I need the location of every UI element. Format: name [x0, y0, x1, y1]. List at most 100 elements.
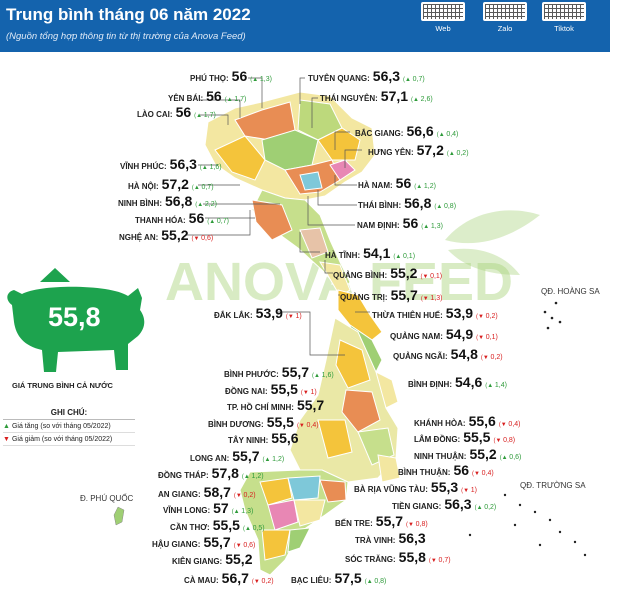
province-label: TP. HỒ CHÍ MINH: 55,7: [227, 397, 324, 413]
province-label: CÀ MAU: 56,7 (▼ 0,2): [184, 570, 274, 586]
province-change: (▲ 0,7): [191, 184, 214, 191]
legend-title: GHI CHÚ:: [3, 406, 135, 420]
province-change: (▼ 0,1): [420, 273, 443, 280]
triangle-up-icon: (▲: [421, 224, 431, 230]
province-label: QUẢNG BÌNH: 55,2 (▼ 0,1): [333, 265, 442, 281]
province-change: (▲ 1,2): [241, 473, 264, 480]
map-south: [239, 469, 349, 576]
province-label: NGHỆ AN: 55,2 (▼ 0,6): [119, 227, 213, 243]
province-name: LONG AN:: [190, 454, 230, 463]
triangle-down-icon: ▼: [3, 436, 10, 443]
province-price: 55,2: [390, 265, 418, 281]
province-price: 56,3: [444, 496, 472, 512]
province-label: THANH HÓA: 56 (▲ 0,7): [135, 210, 229, 226]
province-change: (▼ 0,8): [493, 437, 516, 444]
province-change: (▲ 0,4): [436, 131, 459, 138]
province-label: TUYÊN QUANG: 56,3 (▲ 0,7): [308, 68, 425, 84]
province-change: (▲ 1,4): [485, 382, 507, 389]
province-price: 55,7: [281, 364, 310, 380]
province-change: (▼ 0,6): [233, 542, 256, 549]
province-name: BẮC GIANG:: [355, 129, 404, 138]
province-label: HƯNG YÊN: 57,2 (▲ 0,2): [368, 142, 469, 158]
province-change: (▼ 0,2): [233, 492, 256, 499]
province-change: (▲ 0,7): [403, 76, 425, 83]
province-label: THÁI BÌNH: 56,8 (▲ 0,8): [358, 195, 456, 211]
province-name: ĐẮK LẮK:: [214, 311, 253, 320]
province-price: 53,9: [255, 305, 283, 321]
province-name: HÀ NỘI:: [128, 182, 159, 191]
province-name: ĐỒNG THÁP:: [158, 471, 209, 480]
province-label: BẠC LIÊU: 57,5 (▲ 0,8): [291, 570, 386, 586]
province-change: (▼ 0,7): [428, 557, 451, 564]
province-change: (▲ 1,6): [312, 372, 334, 379]
province-label: QUẢNG NGÃI: 54,8 (▼ 0,2): [393, 346, 503, 362]
province-change: (▲ 0,8): [364, 578, 387, 585]
province-price: 55,6: [468, 413, 496, 429]
province-change: (▼ 0,2): [480, 354, 503, 361]
province-label: BẮC GIANG: 56,6 (▲ 0,4): [355, 123, 458, 139]
province-change: (▼ 0,4): [296, 422, 319, 429]
province-price: 56,3: [398, 530, 426, 546]
triangle-up-icon: (▲: [262, 457, 273, 463]
province-name: TP. HỒ CHÍ MINH:: [227, 403, 294, 412]
province-price: 55,2: [469, 446, 497, 462]
qr-label-web: Web: [435, 24, 451, 33]
province-name: QUẢNG NAM:: [390, 332, 443, 341]
province-change: (▲ 2,2): [195, 201, 217, 208]
province-price: 57,8: [211, 465, 239, 481]
province-change: (▲ 1,7): [194, 112, 216, 119]
province-name: THỪA THIÊN HUẾ:: [372, 311, 443, 320]
triangle-down-icon: (▼: [493, 438, 504, 444]
province-label: HÀ NỘI: 57,2 (▲ 0,7): [128, 176, 214, 192]
province-price: 55,8: [398, 549, 426, 565]
province-change: (▲ 0,2): [446, 150, 469, 157]
province-label: LÀO CAI: 56 (▲ 1,7): [137, 104, 216, 120]
triangle-down-icon: (▼: [472, 471, 482, 477]
province-change: (▼ 0,4): [472, 470, 494, 477]
province-name: PHÚ THỌ:: [190, 74, 229, 83]
legend-down-label: Giá giảm: [11, 436, 40, 443]
province-change: (▲ 1,3): [421, 223, 443, 230]
triangle-down-icon: (▼: [420, 296, 431, 302]
province-label: THỪA THIÊN HUẾ: 53,9 (▼ 0,2): [372, 305, 498, 321]
province-price: 55,5: [270, 381, 298, 397]
national-average-value: 55,8: [48, 302, 101, 332]
province-name: ĐỒNG NAI:: [225, 387, 268, 396]
province-label: QUẢNG NAM: 54,9 (▼ 0,1): [390, 326, 498, 342]
province-change: (▼ 0,1): [476, 334, 498, 341]
province-name: HƯNG YÊN:: [368, 148, 414, 157]
province-name: SÓC TRĂNG:: [345, 555, 396, 564]
province-label: TIỀN GIANG: 56,3 (▲ 0,2): [392, 496, 496, 512]
qr-code-web[interactable]: [421, 2, 465, 21]
province-price: 55,6: [271, 430, 299, 446]
island-label-truong-sa: QĐ. TRƯỜNG SA: [520, 481, 586, 490]
province-price: 58,7: [203, 484, 231, 500]
qr-code-tiktok[interactable]: [542, 2, 586, 21]
province-name: HẬU GIANG:: [152, 540, 201, 549]
triangle-up-icon: (▲: [231, 509, 242, 515]
province-price: 55,7: [232, 448, 260, 464]
triangle-down-icon: (▼: [498, 422, 509, 428]
triangle-down-icon: (▼: [428, 558, 439, 564]
province-label: VĨNH LONG: 57 (▲ 1,3): [163, 500, 253, 516]
pig-icon: [7, 268, 145, 372]
province-name: NGHỆ AN:: [119, 233, 159, 242]
triangle-down-icon: (▼: [476, 314, 486, 320]
province-label: TRÀ VINH: 56,3: [355, 530, 426, 546]
province-price: 57,2: [416, 142, 444, 158]
triangle-down-icon: (▼: [285, 314, 296, 320]
triangle-up-icon: (▲: [499, 455, 510, 461]
province-label: SÓC TRĂNG: 55,8 (▼ 0,7): [345, 549, 451, 565]
province-change: (▼ 0,2): [476, 313, 498, 320]
map-south-central: [289, 317, 401, 483]
province-price: 55,2: [161, 227, 189, 243]
province-label: NINH THUẬN: 55,2 (▲ 0,6): [414, 446, 521, 462]
province-name: VĨNH LONG:: [163, 506, 211, 515]
province-label: THÁI NGUYÊN: 57,1 (▲ 2,6): [320, 88, 433, 104]
triangle-up-icon: (▲: [393, 254, 403, 260]
qr-code-zalo[interactable]: [483, 2, 527, 21]
province-price: 55,7: [203, 534, 231, 550]
triangle-up-icon: (▲: [414, 184, 424, 190]
province-price: 55,3: [430, 479, 459, 495]
